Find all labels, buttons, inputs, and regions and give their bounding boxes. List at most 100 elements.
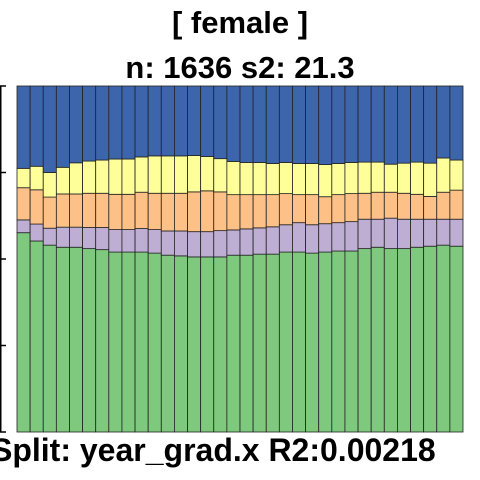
bar-segment-blue-1 bbox=[16, 85, 31, 169]
bar-segment-orange-27 bbox=[357, 192, 372, 220]
bar-segment-green-12 bbox=[160, 254, 175, 433]
bar-segment-green-6 bbox=[82, 248, 97, 433]
bar-segment-orange-32 bbox=[423, 195, 438, 220]
bar-segment-purple-25 bbox=[331, 222, 346, 252]
bar-segment-blue-34 bbox=[449, 85, 464, 161]
bar-segment-green-22 bbox=[292, 251, 306, 433]
bar-segment-yellow-31 bbox=[410, 161, 425, 195]
bar-segment-purple-13 bbox=[174, 230, 188, 257]
bar-segment-yellow-10 bbox=[134, 156, 149, 193]
bar-segment-orange-7 bbox=[95, 192, 110, 228]
bar-segment-blue-17 bbox=[226, 85, 241, 162]
bar-segment-green-9 bbox=[121, 251, 136, 433]
bar-segment-purple-19 bbox=[252, 227, 267, 255]
bar-segment-yellow-19 bbox=[252, 162, 267, 196]
bar-segment-purple-8 bbox=[108, 229, 123, 253]
bar-segment-purple-34 bbox=[449, 218, 464, 247]
bar-segment-green-28 bbox=[370, 246, 385, 433]
bar-segment-yellow-15 bbox=[200, 156, 215, 192]
bar-segment-blue-23 bbox=[305, 85, 320, 164]
bar-segment-purple-5 bbox=[69, 226, 83, 248]
bar-segment-blue-10 bbox=[134, 85, 149, 158]
bar-segment-blue-14 bbox=[187, 85, 202, 156]
bar-segment-yellow-26 bbox=[344, 162, 359, 195]
bar-segment-orange-21 bbox=[278, 193, 293, 226]
bar-segment-blue-19 bbox=[252, 85, 267, 163]
bar-segment-green-21 bbox=[278, 251, 293, 433]
bar-segment-green-16 bbox=[213, 256, 228, 433]
bar-segment-yellow-32 bbox=[423, 162, 438, 197]
bar-segment-yellow-9 bbox=[121, 158, 136, 195]
bar-segment-blue-3 bbox=[42, 85, 57, 173]
bar-segment-blue-2 bbox=[29, 85, 44, 167]
bar-segment-orange-17 bbox=[226, 194, 241, 231]
bar-segment-green-30 bbox=[397, 248, 411, 433]
bar-segment-yellow-27 bbox=[357, 161, 372, 194]
bar-segment-orange-4 bbox=[55, 193, 70, 228]
bar-segment-orange-34 bbox=[449, 189, 464, 220]
bar-segment-yellow-17 bbox=[226, 161, 241, 196]
bar-segment-green-2 bbox=[29, 240, 44, 433]
bar-segment-blue-15 bbox=[200, 85, 215, 157]
bar-segment-orange-9 bbox=[121, 193, 136, 230]
bar-segment-blue-7 bbox=[95, 85, 110, 161]
bar-segment-yellow-1 bbox=[16, 167, 31, 189]
bar-segment-purple-32 bbox=[423, 218, 438, 247]
chart-subtitle: n: 1636 s2: 21.3 bbox=[125, 50, 355, 85]
bar-segment-purple-2 bbox=[29, 223, 44, 242]
bar-segment-orange-10 bbox=[134, 191, 149, 229]
bar-segment-purple-16 bbox=[213, 230, 228, 258]
bar-segment-blue-24 bbox=[318, 85, 333, 165]
bar-segment-purple-17 bbox=[226, 229, 241, 256]
bar-segment-blue-33 bbox=[436, 85, 451, 159]
bar-segment-blue-32 bbox=[423, 85, 438, 164]
bar-segment-green-10 bbox=[134, 251, 149, 433]
bar-segment-orange-8 bbox=[108, 193, 123, 230]
bar-segment-yellow-5 bbox=[69, 162, 83, 195]
bar-segment-yellow-34 bbox=[449, 159, 464, 191]
bar-segment-purple-10 bbox=[134, 228, 149, 253]
bar-segment-yellow-29 bbox=[383, 163, 398, 193]
bar-segment-orange-22 bbox=[292, 194, 306, 224]
bar-segment-green-26 bbox=[344, 250, 359, 433]
bar-segment-orange-33 bbox=[436, 191, 451, 220]
bar-segment-yellow-20 bbox=[265, 163, 280, 196]
bar-segment-orange-25 bbox=[331, 194, 346, 224]
bar-segment-yellow-23 bbox=[305, 163, 320, 196]
bar-segment-yellow-12 bbox=[160, 155, 175, 194]
bar-segment-orange-18 bbox=[239, 194, 254, 230]
bar-segment-green-34 bbox=[449, 245, 464, 433]
bar-segment-yellow-22 bbox=[292, 163, 306, 196]
bar-segment-yellow-3 bbox=[42, 172, 57, 198]
bar-segment-green-14 bbox=[187, 256, 202, 433]
bar-segment-orange-14 bbox=[187, 191, 202, 233]
bar-segment-orange-30 bbox=[397, 192, 411, 220]
bar-segment-orange-3 bbox=[42, 196, 57, 229]
split-label: Split: year_grad.x R2:0.00218 bbox=[0, 432, 436, 468]
bar-segment-purple-20 bbox=[265, 226, 280, 255]
bar-segment-purple-15 bbox=[200, 231, 215, 258]
bar-segment-blue-21 bbox=[278, 85, 293, 163]
bar-segment-purple-27 bbox=[357, 218, 372, 250]
bar-segment-orange-5 bbox=[69, 193, 83, 228]
bar-segment-yellow-8 bbox=[108, 158, 123, 195]
bar-segment-blue-5 bbox=[69, 85, 83, 164]
bar-segment-green-5 bbox=[69, 246, 83, 433]
bar-segment-purple-1 bbox=[16, 219, 31, 234]
bar-segment-orange-20 bbox=[265, 194, 280, 228]
bar-segment-orange-16 bbox=[213, 191, 228, 232]
bar-segment-orange-23 bbox=[305, 194, 320, 226]
bar-segment-green-13 bbox=[174, 255, 188, 433]
bar-segment-blue-28 bbox=[370, 85, 385, 163]
bar-segment-green-23 bbox=[305, 252, 320, 433]
bar-segment-blue-26 bbox=[344, 85, 359, 163]
bar-segment-purple-23 bbox=[305, 224, 320, 254]
bar-segment-orange-1 bbox=[16, 187, 31, 221]
bar-segment-blue-31 bbox=[410, 85, 425, 163]
bar-segment-orange-2 bbox=[29, 189, 44, 225]
bar-segment-yellow-24 bbox=[318, 164, 333, 198]
bar-segment-blue-29 bbox=[383, 85, 398, 165]
bar-segment-yellow-28 bbox=[370, 161, 385, 193]
